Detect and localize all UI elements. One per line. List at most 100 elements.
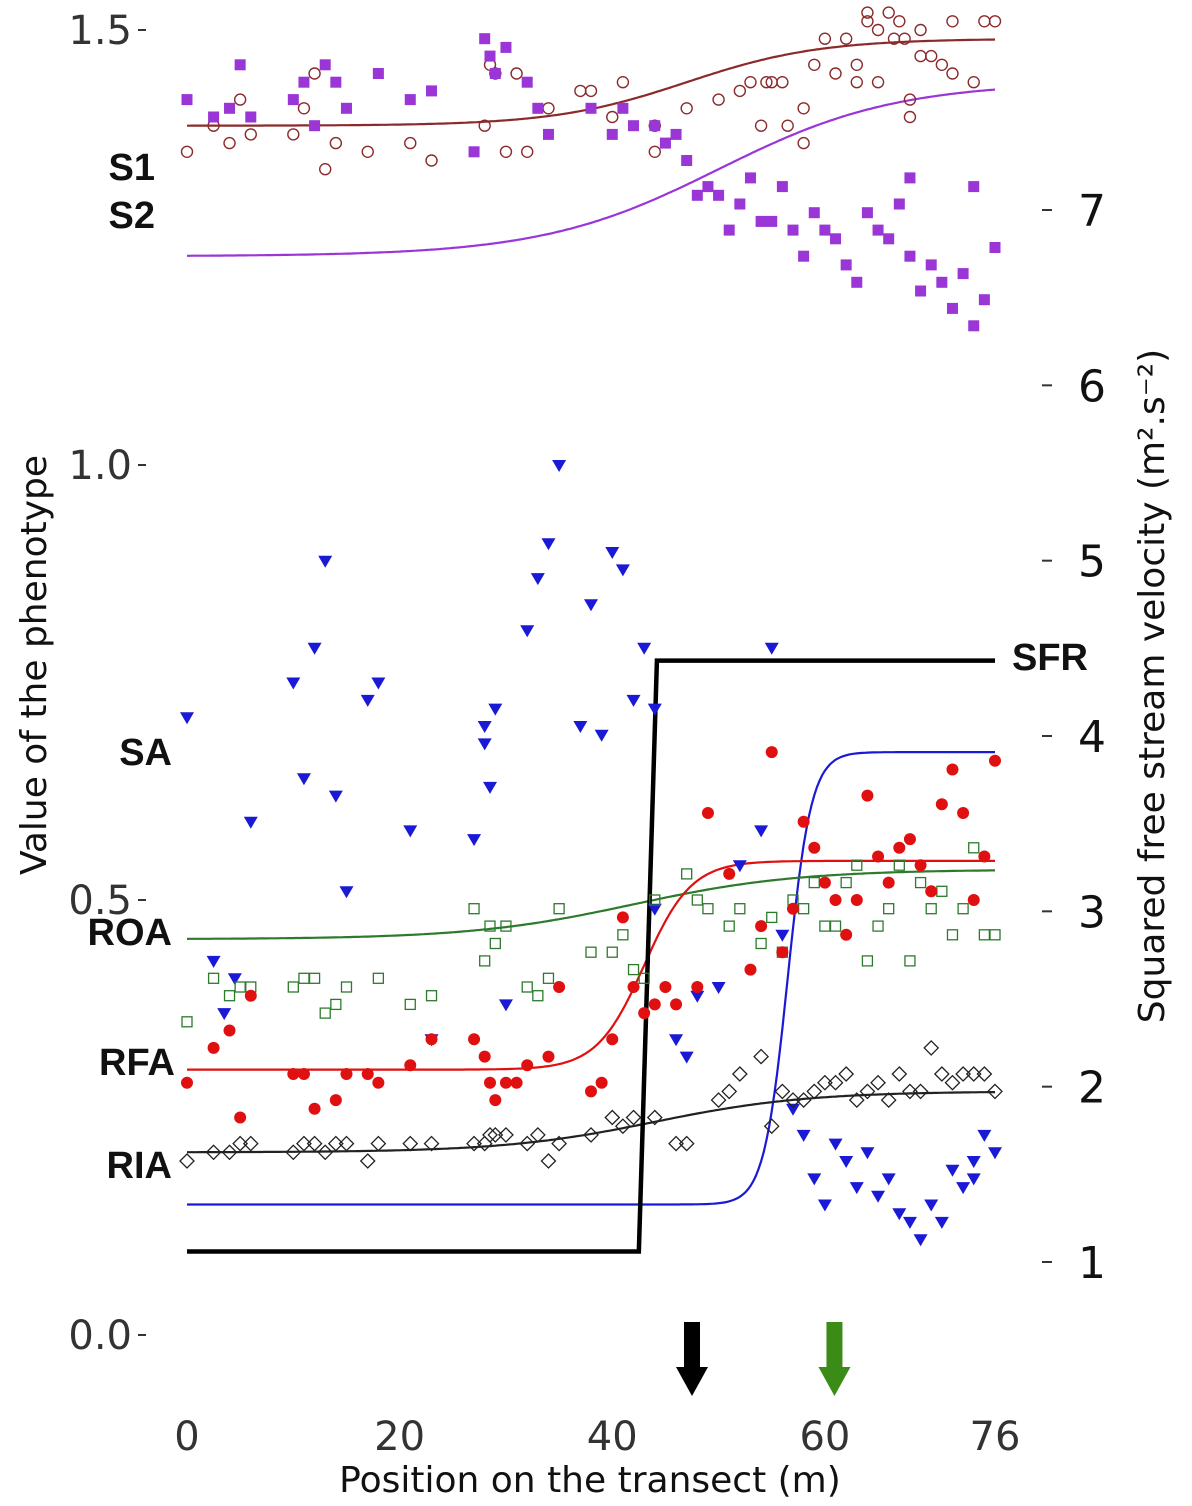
roa-point — [532, 990, 544, 1002]
ria-point — [933, 1066, 950, 1082]
s2-point — [372, 68, 384, 79]
s2-point — [776, 181, 788, 193]
rfa-point — [861, 789, 874, 802]
arrows — [676, 1322, 851, 1396]
s1-point — [404, 136, 417, 150]
s1-point — [223, 136, 236, 150]
s2-point — [234, 59, 246, 71]
rfa-point — [484, 1076, 496, 1089]
s1-point — [925, 49, 938, 63]
roa-point — [797, 903, 810, 915]
s1-point — [616, 75, 630, 89]
roa-point — [484, 920, 496, 932]
s1-point — [499, 145, 513, 159]
ria-point — [774, 1083, 791, 1100]
s2-point — [484, 50, 496, 62]
s1-point — [574, 84, 587, 98]
rfa-point — [840, 928, 853, 941]
sa-point — [860, 1147, 875, 1160]
roa-point — [500, 920, 512, 932]
sa-point — [360, 694, 375, 707]
roa-point — [617, 929, 629, 941]
ria-point — [785, 1092, 801, 1109]
ria-point — [179, 1153, 195, 1169]
s1-point — [935, 58, 949, 72]
s1-point — [797, 136, 810, 150]
ria-point — [327, 1135, 344, 1152]
rfa-point — [244, 989, 257, 1002]
s1-point — [978, 15, 991, 28]
sa-point — [711, 982, 726, 994]
s2-point — [670, 128, 682, 140]
ria-point — [902, 1083, 918, 1100]
s2-point — [936, 276, 948, 288]
s2-point — [319, 59, 331, 71]
rfa-point — [989, 754, 1001, 767]
ria-point — [359, 1153, 376, 1169]
s2-fit-line — [187, 88, 996, 257]
roa-point — [585, 946, 597, 958]
ria-label: RIA — [107, 1145, 172, 1187]
ria-point — [976, 1066, 993, 1082]
y-right-tick-label: 3 — [1078, 887, 1106, 938]
roa-point — [425, 990, 438, 1002]
s2-point — [851, 276, 863, 288]
s2-label: S2 — [109, 195, 155, 237]
rfa-point — [903, 833, 916, 846]
sa-point — [483, 781, 497, 794]
rfa-point — [925, 885, 938, 898]
rfa-point — [797, 815, 810, 828]
sa-point — [690, 990, 705, 1003]
sa-point — [732, 860, 747, 873]
s2-point — [830, 233, 842, 245]
sa-point — [477, 721, 492, 733]
ria-point — [614, 1118, 631, 1135]
sa-point — [217, 1008, 232, 1021]
rfa-point — [308, 1102, 321, 1115]
ria-point — [923, 1039, 940, 1056]
sa-fit-line — [187, 751, 995, 1206]
sa-point — [924, 1199, 939, 1212]
sa-point — [477, 738, 492, 751]
s1-point — [361, 145, 374, 159]
sa-point — [594, 729, 609, 742]
rfa-point — [829, 894, 842, 906]
s1-point — [808, 58, 821, 72]
roa-point — [914, 876, 927, 889]
ria-point — [668, 1135, 684, 1152]
s2-point — [861, 207, 873, 219]
s2-point — [744, 172, 756, 184]
roa-point — [957, 903, 969, 915]
ria-point — [232, 1135, 249, 1152]
sa-point — [679, 1051, 694, 1064]
s1-point — [712, 93, 725, 106]
s1-point — [861, 6, 874, 19]
y-right-tick-label: 7 — [1078, 186, 1106, 237]
y-right-tick-label: 4 — [1078, 712, 1106, 763]
s2-point — [606, 128, 618, 140]
s2-point — [755, 215, 767, 227]
x-axis-title: Position on the transect (m) — [339, 1460, 841, 1501]
ria-point — [285, 1144, 302, 1161]
roa-fit-line — [186, 869, 995, 940]
roa-point — [989, 929, 1001, 941]
s2-point — [426, 85, 438, 97]
s1-point — [521, 145, 534, 159]
sa-point — [966, 1156, 981, 1168]
s1-point — [946, 15, 959, 28]
sa-point — [754, 825, 769, 838]
ria-point — [306, 1135, 323, 1152]
sa-point — [796, 1129, 811, 1142]
roa-point — [851, 859, 863, 871]
rfa-point — [755, 920, 768, 933]
ria-point — [519, 1135, 536, 1152]
rfa-point — [287, 1068, 300, 1080]
roa-point — [766, 911, 778, 924]
ria-point — [423, 1135, 440, 1152]
s1-point — [861, 15, 874, 28]
roa-point — [372, 972, 385, 984]
s2-point — [808, 207, 820, 219]
s1-point — [914, 23, 927, 37]
s1-point — [776, 75, 789, 89]
rfa-point — [372, 1076, 385, 1089]
